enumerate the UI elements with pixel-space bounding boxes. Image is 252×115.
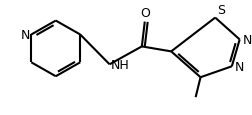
Text: O: O [139, 7, 149, 19]
Text: N: N [21, 29, 30, 42]
Text: N: N [234, 60, 243, 73]
Text: S: S [216, 4, 224, 16]
Text: N: N [242, 34, 251, 47]
Text: NH: NH [110, 58, 129, 71]
